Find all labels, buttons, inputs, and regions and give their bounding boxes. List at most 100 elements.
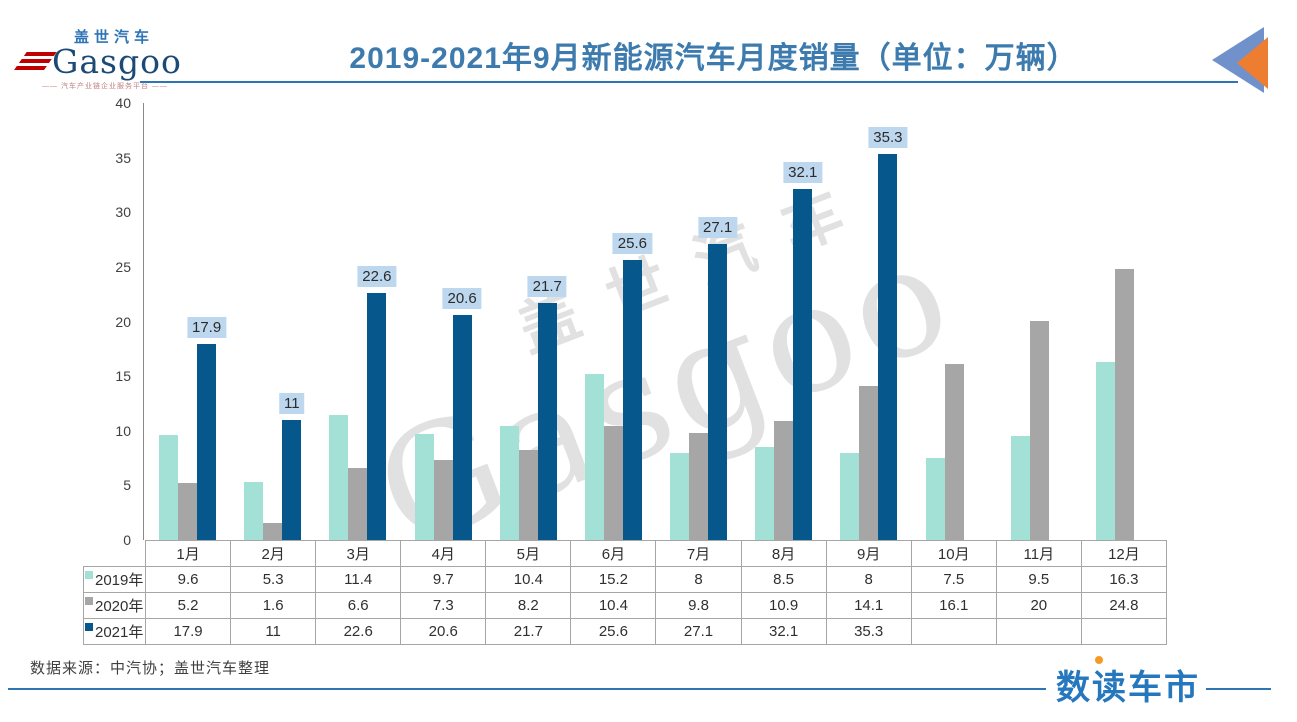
value-cell: 9.8 bbox=[655, 592, 742, 619]
month-header-cell: 6月 bbox=[570, 540, 657, 567]
bar-2019年-10月 bbox=[925, 458, 945, 540]
month-header-cell: 5月 bbox=[485, 540, 572, 567]
value-cell: 25.6 bbox=[570, 618, 657, 645]
value-cell: 10.9 bbox=[740, 592, 827, 619]
y-tick-label: 10 bbox=[115, 422, 131, 439]
bar-2020年-12月 bbox=[1114, 269, 1134, 540]
bar-value-label: 25.6 bbox=[612, 233, 653, 254]
bar-2019年-11月 bbox=[1010, 436, 1030, 540]
month-header-cell: 4月 bbox=[400, 540, 487, 567]
brand-text: 数读车市 bbox=[1056, 669, 1200, 707]
value-cell: 5.2 bbox=[144, 592, 232, 619]
logo-cn-text: 盖世汽车 bbox=[74, 29, 155, 46]
table-corner-cell bbox=[84, 541, 146, 567]
y-tick-label: 30 bbox=[115, 204, 131, 221]
value-cell: 6.6 bbox=[315, 592, 402, 619]
value-cell: 20.6 bbox=[400, 618, 487, 645]
legend-swatch bbox=[85, 571, 93, 579]
value-cell: 9.5 bbox=[995, 566, 1082, 593]
series-row: 2021年 17.9 11 22.6 20.6 21.7 25.6 27.1 32.1 35.3 bbox=[83, 618, 1168, 645]
y-tick-label: 35 bbox=[115, 149, 131, 166]
month-header-cell: 12月 bbox=[1080, 540, 1168, 567]
page-title: 2019-2021年9月新能源汽车月度销量（单位：万辆） bbox=[349, 42, 1078, 75]
value-cell: 27.1 bbox=[655, 618, 742, 645]
bar-2020年-6月 bbox=[603, 426, 623, 540]
month-header-cell: 9月 bbox=[825, 540, 912, 567]
bar-2020年-8月 bbox=[774, 421, 794, 540]
value-cell: 22.6 bbox=[315, 618, 402, 645]
bar-value-label: 32.1 bbox=[783, 162, 823, 183]
y-tick-label: 0 bbox=[123, 532, 131, 548]
series-row: 2020年 5.2 1.6 6.6 7.3 8.2 10.4 9.8 10.9 14.1 16.1 2… bbox=[83, 592, 1168, 619]
value-cell: 17.9 bbox=[144, 618, 232, 645]
bar-2019年-7月 bbox=[670, 453, 690, 540]
bar-value-label: 35.3 bbox=[868, 127, 908, 148]
legend-swatch bbox=[85, 597, 93, 605]
bar-value-label: 27.1 bbox=[697, 217, 738, 238]
bar-2019年-6月 bbox=[584, 374, 604, 540]
bar-2021年-2月 bbox=[282, 420, 302, 540]
bar-2021年-8月 bbox=[793, 189, 813, 540]
bar-2020年-11月 bbox=[1029, 321, 1049, 540]
bar-2019年-3月 bbox=[329, 415, 349, 540]
footer-divider bbox=[1206, 688, 1271, 690]
month-header-cell: 11月 bbox=[995, 540, 1082, 567]
value-cell: 14.1 bbox=[825, 592, 912, 619]
title-underline bbox=[140, 81, 1238, 83]
y-tick-label: 20 bbox=[115, 313, 131, 330]
bar-value-label: 21.7 bbox=[527, 276, 567, 297]
value-cell: 24.8 bbox=[1080, 592, 1168, 619]
logo-tagline: —— 汽车产业链企业服务平台 —— bbox=[42, 83, 168, 90]
value-cell bbox=[995, 618, 1082, 645]
value-cell: 16.3 bbox=[1080, 566, 1168, 593]
value-cell: 8 bbox=[655, 566, 742, 593]
value-cell: 10.4 bbox=[485, 566, 572, 593]
month-header-cell: 8月 bbox=[740, 540, 827, 567]
bar-2021年-1月 bbox=[197, 344, 217, 540]
y-tick-label: 40 bbox=[115, 95, 131, 111]
series-label-cell: 2020年 bbox=[83, 592, 146, 619]
bar-2019年-9月 bbox=[840, 453, 860, 540]
y-axis bbox=[143, 103, 144, 540]
bar-2020年-2月 bbox=[263, 523, 283, 540]
brand-dot-icon bbox=[1095, 656, 1103, 664]
y-tick-label: 25 bbox=[115, 258, 131, 275]
month-header-cell: 1月 bbox=[144, 540, 232, 567]
bar-2019年-12月 bbox=[1095, 362, 1115, 540]
data-table: 1月 2月 3月 4月 5月 6月 7月 8月 9月 10月 11月 12月 2019年 9.6 5.3 11… bbox=[83, 540, 1168, 645]
bar-2020年-3月 bbox=[348, 468, 368, 540]
bar-value-label: 20.6 bbox=[442, 288, 482, 309]
value-cell: 8.5 bbox=[740, 566, 827, 593]
back-arrow-orange-icon bbox=[1237, 37, 1268, 89]
bar-2019年-4月 bbox=[414, 434, 434, 540]
bar-value-label: 17.9 bbox=[186, 317, 227, 338]
bar-2021年-4月 bbox=[452, 315, 472, 540]
brand-logo: 数读车市 bbox=[1056, 656, 1200, 707]
bar-2021年-6月 bbox=[622, 260, 642, 540]
source-note: 数据来源：中汽协；盖世汽车整理 bbox=[30, 660, 271, 677]
value-cell: 20 bbox=[995, 592, 1082, 619]
y-tick-label: 5 bbox=[123, 477, 131, 494]
month-header-cell: 10月 bbox=[910, 540, 997, 567]
bar-2020年-5月 bbox=[518, 450, 538, 540]
value-cell bbox=[1080, 618, 1168, 645]
bar-2020年-7月 bbox=[689, 433, 709, 540]
series-label-cell: 2021年 bbox=[83, 618, 146, 645]
bar-2019年-2月 bbox=[244, 482, 264, 540]
gasgoo-logo: 盖世汽车 Gasgoo —— 汽车产业链企业服务平台 —— bbox=[13, 26, 190, 91]
value-cell: 1.6 bbox=[230, 592, 317, 619]
value-cell: 15.2 bbox=[570, 566, 657, 593]
bar-value-label: 22.6 bbox=[357, 266, 397, 287]
bar-2019年-1月 bbox=[159, 435, 179, 540]
value-cell: 9.6 bbox=[144, 566, 232, 593]
value-cell: 10.4 bbox=[570, 592, 657, 619]
value-cell: 11.4 bbox=[315, 566, 402, 593]
bar-2021年-3月 bbox=[367, 293, 387, 540]
bar-2019年-8月 bbox=[755, 447, 775, 540]
value-cell: 8.2 bbox=[485, 592, 572, 619]
value-cell: 21.7 bbox=[485, 618, 572, 645]
value-cell: 16.1 bbox=[910, 592, 997, 619]
logo-en-text: Gasgoo bbox=[52, 42, 182, 81]
